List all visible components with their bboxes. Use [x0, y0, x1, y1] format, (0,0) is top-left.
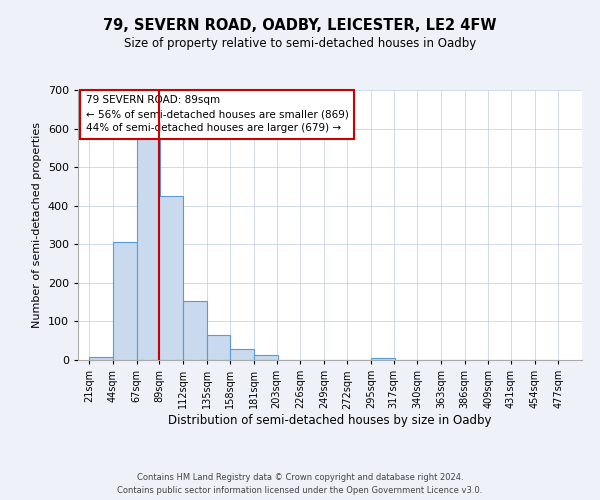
- Bar: [254, 356, 278, 360]
- X-axis label: Distribution of semi-detached houses by size in Oadby: Distribution of semi-detached houses by …: [168, 414, 492, 427]
- Bar: [137, 140, 160, 360]
- Text: 79 SEVERN ROAD: 89sqm
← 56% of semi-detached houses are smaller (869)
44% of sem: 79 SEVERN ROAD: 89sqm ← 56% of semi-deta…: [86, 96, 349, 134]
- Text: Contains public sector information licensed under the Open Government Licence v3: Contains public sector information licen…: [118, 486, 482, 495]
- Text: Size of property relative to semi-detached houses in Oadby: Size of property relative to semi-detach…: [124, 38, 476, 51]
- Bar: [183, 302, 206, 360]
- Y-axis label: Number of semi-detached properties: Number of semi-detached properties: [32, 122, 42, 328]
- Bar: [89, 357, 113, 360]
- Bar: [206, 335, 230, 360]
- Text: Contains HM Land Registry data © Crown copyright and database right 2024.: Contains HM Land Registry data © Crown c…: [137, 472, 463, 482]
- Text: 79, SEVERN ROAD, OADBY, LEICESTER, LE2 4FW: 79, SEVERN ROAD, OADBY, LEICESTER, LE2 4…: [103, 18, 497, 32]
- Bar: [159, 196, 183, 360]
- Bar: [371, 358, 395, 360]
- Bar: [113, 242, 137, 360]
- Bar: [230, 349, 254, 360]
